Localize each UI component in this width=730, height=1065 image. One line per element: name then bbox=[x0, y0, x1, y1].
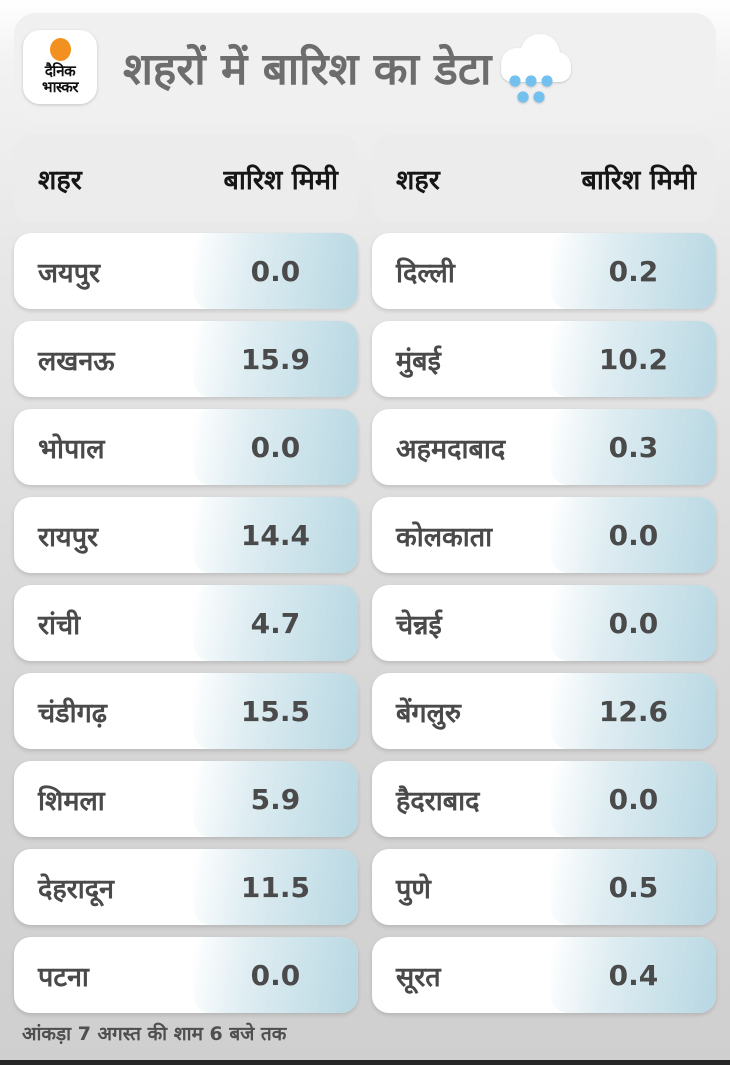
table-row: 0.0 भोपाल bbox=[14, 409, 358, 485]
table-row: 15.9 लखनऊ bbox=[14, 321, 358, 397]
rain-value: 0.0 bbox=[192, 937, 358, 1013]
table-row: 0.5 पुणे bbox=[372, 849, 716, 925]
table-row: 10.2 मुंबई bbox=[372, 321, 716, 397]
table-row: 14.4 रायपुर bbox=[14, 497, 358, 573]
city-name: भोपाल bbox=[38, 433, 105, 465]
city-name: देहरादून bbox=[38, 873, 115, 905]
table-row: 0.0 कोलकाता bbox=[372, 497, 716, 573]
rain-value: 0.0 bbox=[192, 233, 358, 309]
footnote: आंकड़ा 7 अगस्त की शाम 6 बजे तक bbox=[22, 1023, 287, 1045]
rain-value: 0.0 bbox=[550, 761, 716, 837]
city-name: पटना bbox=[38, 961, 89, 993]
rain-value: 0.0 bbox=[192, 409, 358, 485]
table-row: 4.7 रांची bbox=[14, 585, 358, 661]
table-row: 0.3 अहमदाबाद bbox=[372, 409, 716, 485]
rain-value: 15.9 bbox=[192, 321, 358, 397]
rain-value: 4.7 bbox=[192, 585, 358, 661]
rain-value: 14.4 bbox=[192, 497, 358, 573]
rain-value: 15.5 bbox=[192, 673, 358, 749]
table-row: 11.5 देहरादून bbox=[14, 849, 358, 925]
city-name: चेन्नई bbox=[396, 609, 442, 641]
table-header-left: शहर बारिश मिमी bbox=[14, 134, 358, 222]
city-name: बेंगलुरु bbox=[396, 697, 462, 729]
col-rain-label: बारिश मिमी bbox=[581, 164, 696, 196]
rain-value: 0.5 bbox=[550, 849, 716, 925]
city-name: रांची bbox=[38, 609, 81, 641]
city-name: दिल्ली bbox=[396, 257, 455, 289]
table-row: 0.4 सूरत bbox=[372, 937, 716, 1013]
rain-value: 0.2 bbox=[550, 233, 716, 309]
city-name: हैदराबाद bbox=[396, 785, 480, 817]
table-row: 0.0 चेन्नई bbox=[372, 585, 716, 661]
rain-value: 0.4 bbox=[550, 937, 716, 1013]
logo-text-line2: भास्कर bbox=[42, 78, 78, 96]
city-name: जयपुर bbox=[38, 257, 101, 289]
rain-value: 0.0 bbox=[550, 497, 716, 573]
table-row: 12.6 बेंगलुरु bbox=[372, 673, 716, 749]
rain-table-left: शहर बारिश मिमी 0.0 जयपुर 15.9 लखनऊ 0.0 भोपाल 1… bbox=[14, 134, 358, 1013]
col-city-label: शहर bbox=[396, 164, 440, 196]
rain-value: 0.3 bbox=[550, 409, 716, 485]
page-title: शहरों में बारिश का डेटा bbox=[123, 44, 492, 95]
bottom-bar bbox=[0, 1060, 730, 1065]
col-rain-label: बारिश मिमी bbox=[223, 164, 338, 196]
table-row: 0.2 दिल्ली bbox=[372, 233, 716, 309]
header: दैनिक भास्कर शहरों में बारिश का डेटा bbox=[14, 13, 716, 121]
city-name: रायपुर bbox=[38, 521, 99, 553]
table-rows-left: 0.0 जयपुर 15.9 लखनऊ 0.0 भोपाल 14.4 रायपुर 4.7 रां… bbox=[14, 233, 358, 1013]
logo-sun-icon bbox=[49, 38, 71, 62]
table-row: 5.9 शिमला bbox=[14, 761, 358, 837]
rain-table-right: शहर बारिश मिमी 0.2 दिल्ली 10.2 मुंबई 0.3 अहमद… bbox=[372, 134, 716, 1013]
rain-value: 0.0 bbox=[550, 585, 716, 661]
city-name: पुणे bbox=[396, 873, 431, 905]
table-header-right: शहर बारिश मिमी bbox=[372, 134, 716, 222]
table-row: 15.5 चंडीगढ़ bbox=[14, 673, 358, 749]
city-name: सूरत bbox=[396, 961, 441, 993]
table-row: 0.0 जयपुर bbox=[14, 233, 358, 309]
table-rows-right: 0.2 दिल्ली 10.2 मुंबई 0.3 अहमदाबाद 0.0 कोलकाता 0… bbox=[372, 233, 716, 1013]
city-name: कोलकाता bbox=[396, 521, 493, 553]
city-name: शिमला bbox=[38, 785, 105, 817]
rain-cloud-icon bbox=[501, 34, 572, 103]
rain-value: 12.6 bbox=[550, 673, 716, 749]
tables-container: शहर बारिश मिमी 0.0 जयपुर 15.9 लखनऊ 0.0 भोपाल 1… bbox=[14, 134, 716, 1013]
table-row: 0.0 पटना bbox=[14, 937, 358, 1013]
city-name: अहमदाबाद bbox=[396, 433, 506, 465]
city-name: लखनऊ bbox=[38, 345, 115, 377]
city-name: मुंबई bbox=[396, 345, 441, 377]
rain-value: 11.5 bbox=[192, 849, 358, 925]
rain-value: 10.2 bbox=[550, 321, 716, 397]
col-city-label: शहर bbox=[38, 164, 82, 196]
logo-text-line1: दैनिक bbox=[44, 62, 76, 81]
rain-value: 5.9 bbox=[192, 761, 358, 837]
city-name: चंडीगढ़ bbox=[38, 697, 107, 729]
dainik-bhaskar-logo: दैनिक भास्कर bbox=[23, 30, 97, 104]
table-row: 0.0 हैदराबाद bbox=[372, 761, 716, 837]
